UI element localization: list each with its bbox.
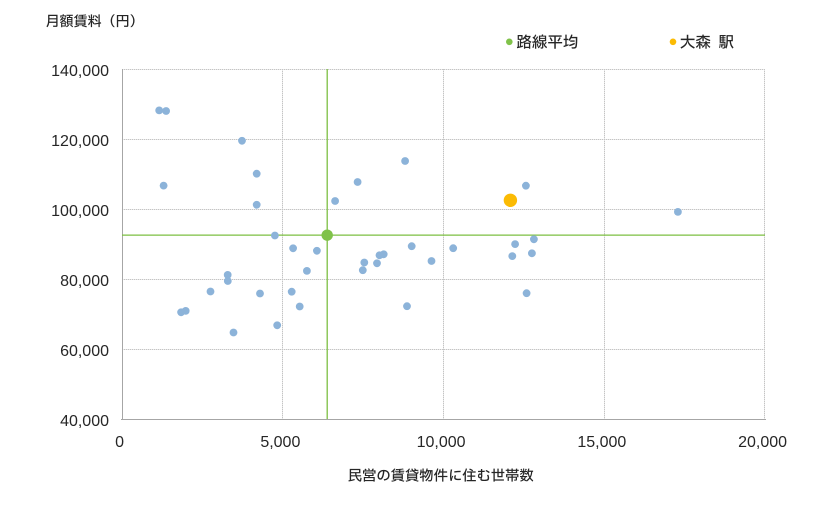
svg-text:10,000: 10,000	[417, 434, 466, 451]
svg-text:5,000: 5,000	[260, 434, 300, 451]
svg-text:20,000: 20,000	[738, 434, 787, 451]
svg-text:80,000: 80,000	[60, 273, 109, 290]
svg-text:120,000: 120,000	[51, 133, 109, 150]
svg-text:40,000: 40,000	[60, 413, 109, 430]
svg-text:140,000: 140,000	[51, 63, 109, 80]
svg-text:0: 0	[115, 434, 124, 451]
svg-text:100,000: 100,000	[51, 203, 109, 220]
svg-text:60,000: 60,000	[60, 343, 109, 360]
svg-text:15,000: 15,000	[577, 434, 626, 451]
